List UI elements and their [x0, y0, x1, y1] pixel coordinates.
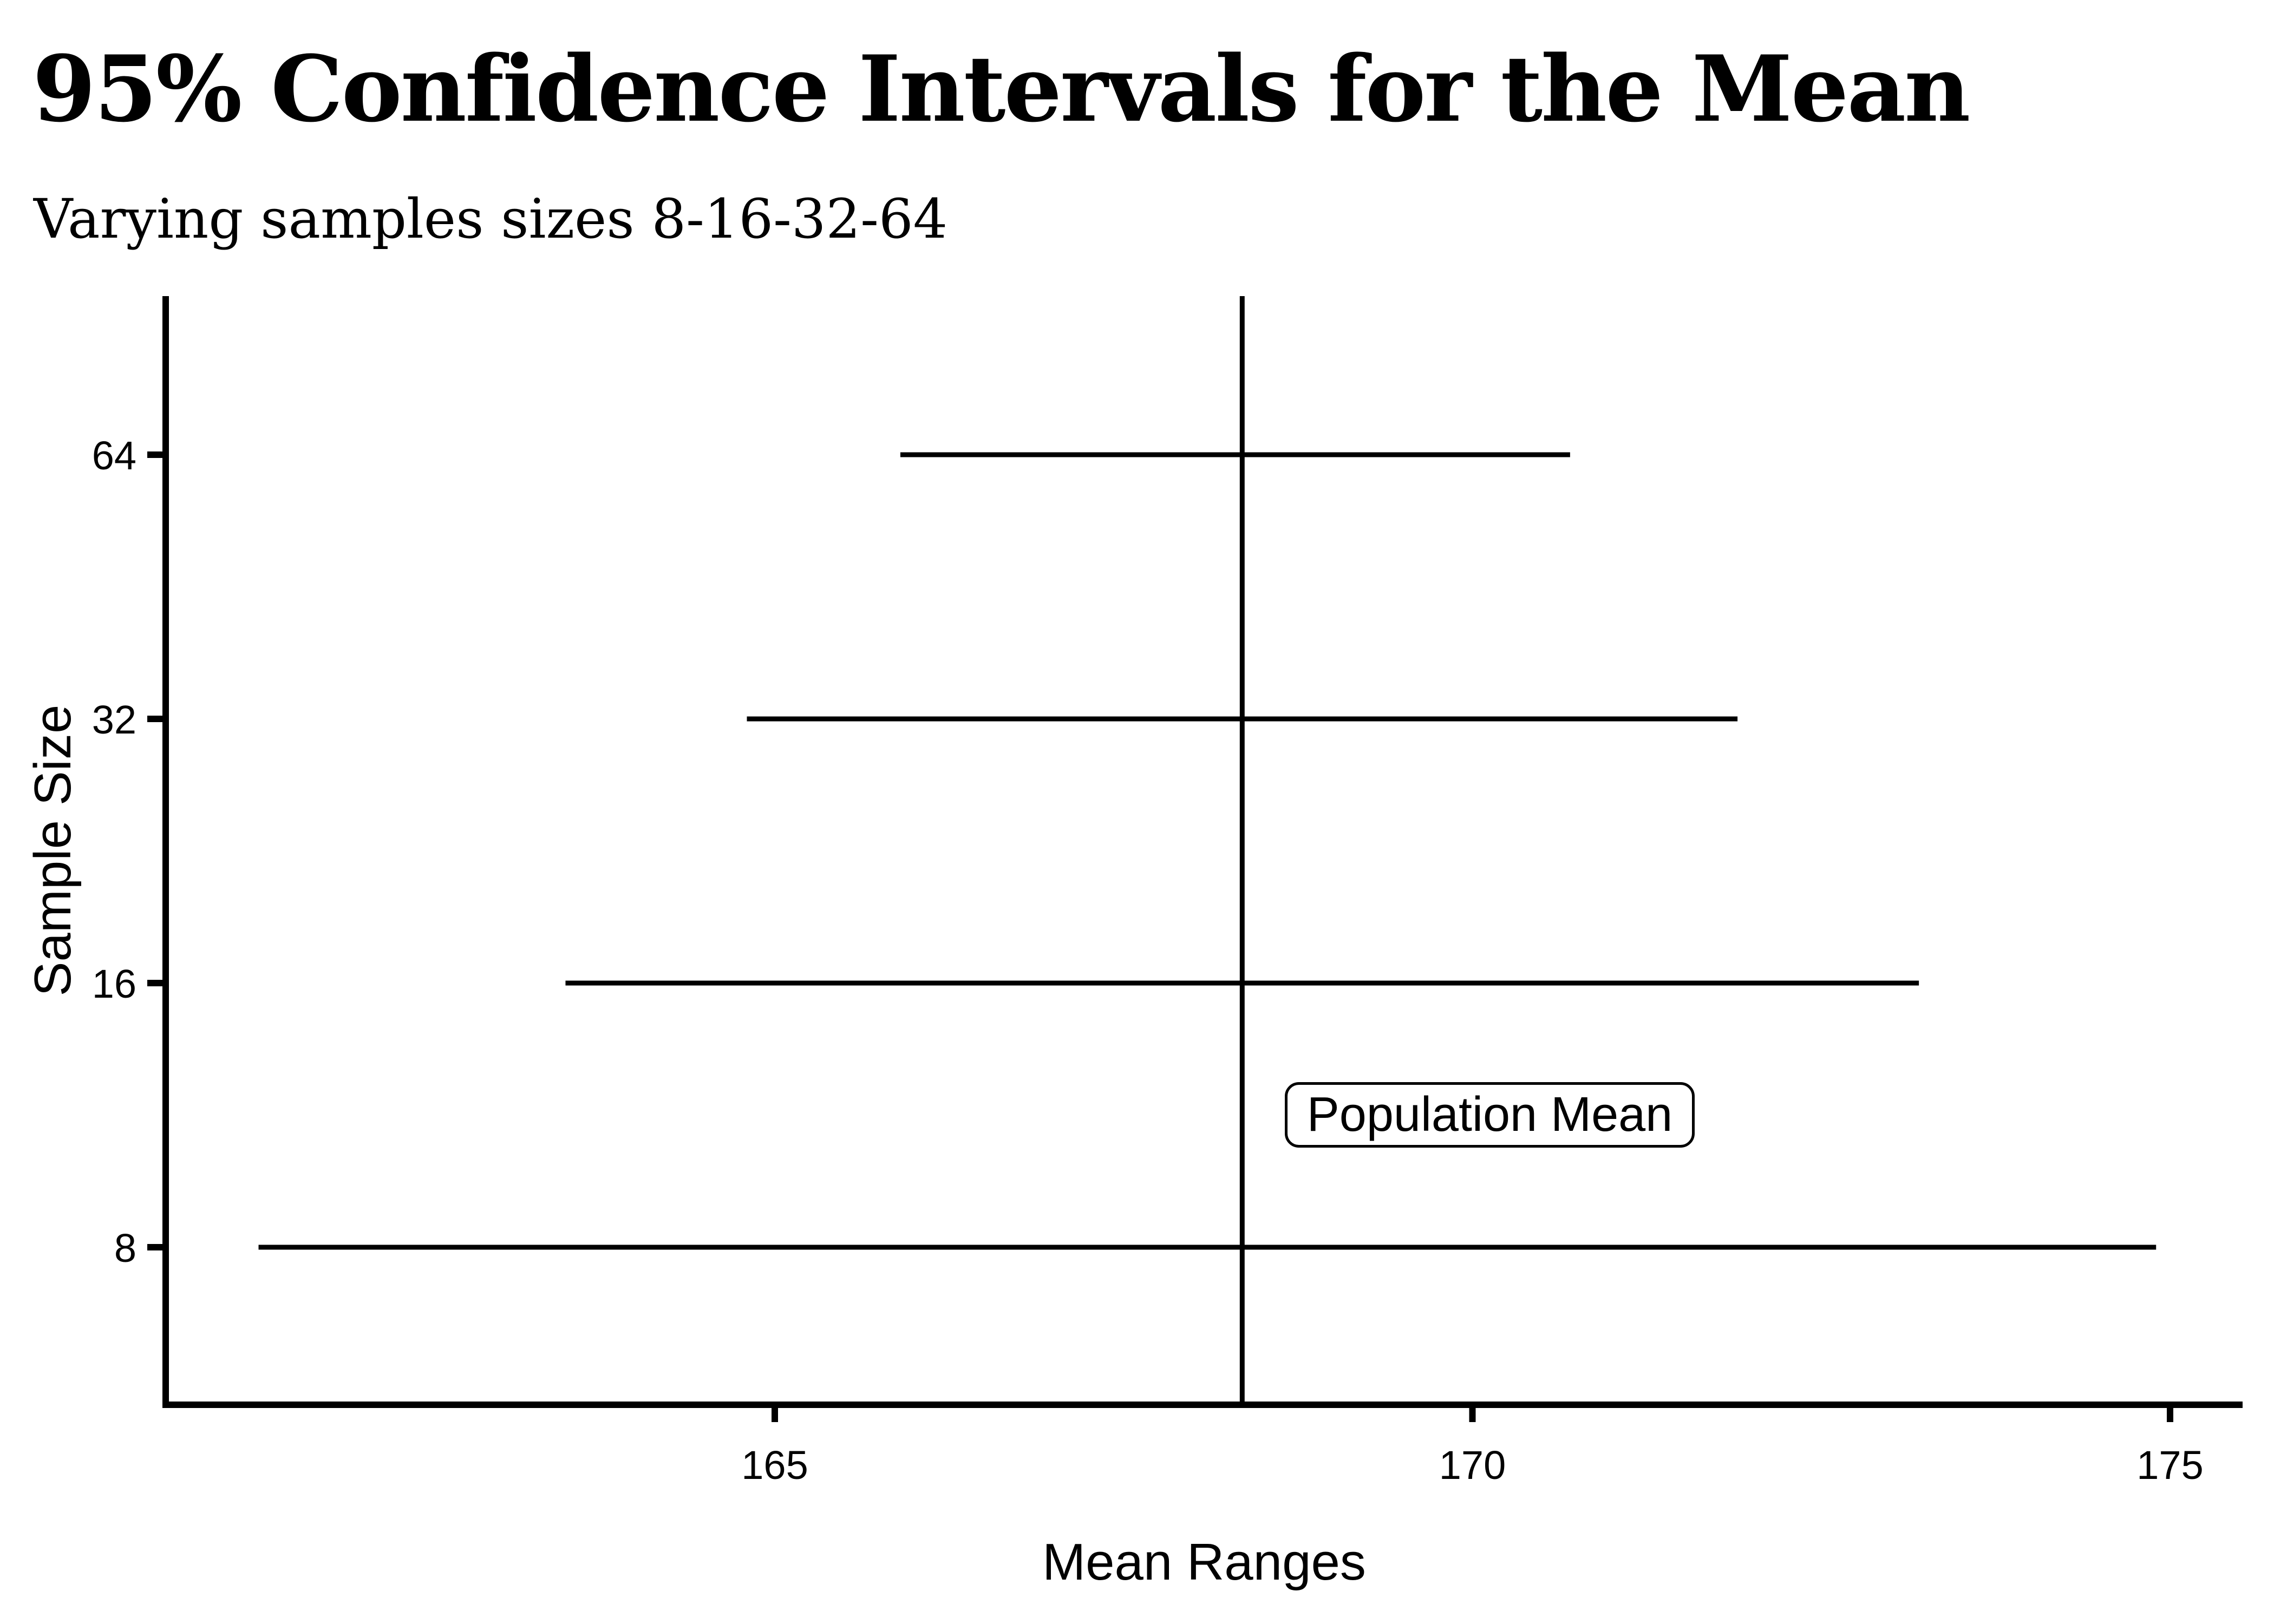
y-tick-label-32: 32 — [92, 697, 136, 742]
y-tick-label-64: 64 — [92, 433, 136, 478]
population-mean-line — [1239, 296, 1245, 1405]
y-tick-label-8: 8 — [114, 1226, 136, 1271]
x-tick-label-165: 165 — [741, 1443, 808, 1488]
chart-title: 95% Confidence Intervals for the Mean — [32, 35, 1970, 142]
x-tick-170 — [1469, 1408, 1476, 1422]
y-tick-64 — [147, 451, 162, 458]
population-mean-label: Population Mean — [1285, 1082, 1695, 1148]
x-axis-spine — [162, 1402, 2243, 1408]
population-mean-label-text: Population Mean — [1306, 1088, 1673, 1142]
ci-line-n16 — [565, 980, 1919, 986]
chart-subtitle: Varying samples sizes 8-16-32-64 — [34, 187, 948, 251]
y-axis-spine — [162, 296, 169, 1408]
ci-line-n64 — [900, 452, 1570, 457]
y-axis-title: Sample Size — [24, 704, 82, 997]
ci-line-n32 — [747, 716, 1738, 722]
x-tick-175 — [2167, 1408, 2173, 1422]
y-tick-8 — [147, 1244, 162, 1250]
x-tick-165 — [772, 1408, 778, 1422]
x-tick-label-175: 175 — [2136, 1443, 2203, 1488]
y-tick-label-16: 16 — [92, 961, 136, 1006]
y-tick-16 — [147, 980, 162, 986]
x-tick-label-170: 170 — [1439, 1443, 1506, 1488]
x-axis-title: Mean Ranges — [1042, 1533, 1366, 1591]
y-tick-32 — [147, 716, 162, 722]
ci-line-n8 — [258, 1245, 2157, 1250]
